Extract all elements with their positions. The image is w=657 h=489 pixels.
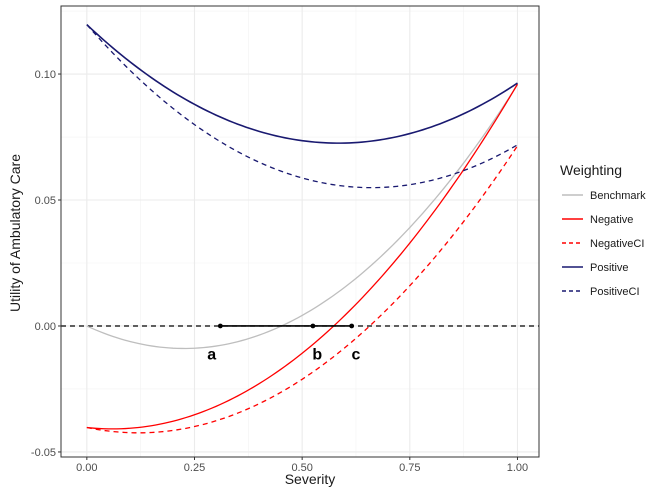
y-axis-title: Utility of Ambulatory Care [7, 154, 23, 312]
x-tick-label: 0.75 [399, 462, 420, 474]
series-layer [86, 24, 519, 434]
y-tick-label: 0.10 [35, 69, 56, 81]
point-c [349, 323, 355, 329]
grid [61, 6, 539, 457]
x-tick-label: 1.00 [507, 462, 528, 474]
annotation-a: a [207, 347, 216, 364]
y-tick-label: -0.05 [31, 447, 56, 459]
x-tick-label: 0.00 [76, 462, 97, 474]
point-a [217, 323, 223, 329]
legend-item: NegativeCI [562, 238, 644, 250]
legend-title: Weighting [560, 162, 622, 178]
x-tick-label: 0.25 [184, 462, 205, 474]
annotation-b: b [312, 347, 322, 364]
legend-label: Positive [590, 262, 629, 274]
series-line-positive [86, 24, 518, 144]
legend-label: NegativeCI [590, 238, 644, 250]
legend-label: PositiveCI [590, 286, 640, 298]
annotation-c: c [352, 347, 361, 364]
x-tick-label: 0.50 [291, 462, 312, 474]
legend-label: Negative [590, 214, 633, 226]
y-tick-label: 0.05 [35, 195, 56, 207]
series-line-negative [86, 83, 519, 430]
legend-item: Negative [562, 214, 633, 226]
legend: Weighting Benchmark Negative NegativeCI Pos… [560, 162, 646, 298]
y-tick-label: 0.00 [35, 321, 56, 333]
legend-label: Benchmark [590, 190, 646, 202]
legend-item: Benchmark [562, 190, 646, 202]
series-line-benchmark [86, 84, 519, 350]
series-line-positiveci [86, 24, 518, 189]
series-line-negativeci [86, 145, 519, 434]
panel-border [60, 5, 540, 458]
legend-item: PositiveCI [562, 286, 640, 298]
axes: 0.00 0.25 0.50 0.75 1.00 -0.05 0.00 0.05 0.10 [31, 69, 528, 474]
legend-item: Positive [562, 262, 629, 274]
points-layer [217, 323, 355, 329]
annotations: a b c [207, 347, 360, 364]
point-b [310, 323, 316, 329]
x-axis-title: Severity [285, 471, 336, 487]
